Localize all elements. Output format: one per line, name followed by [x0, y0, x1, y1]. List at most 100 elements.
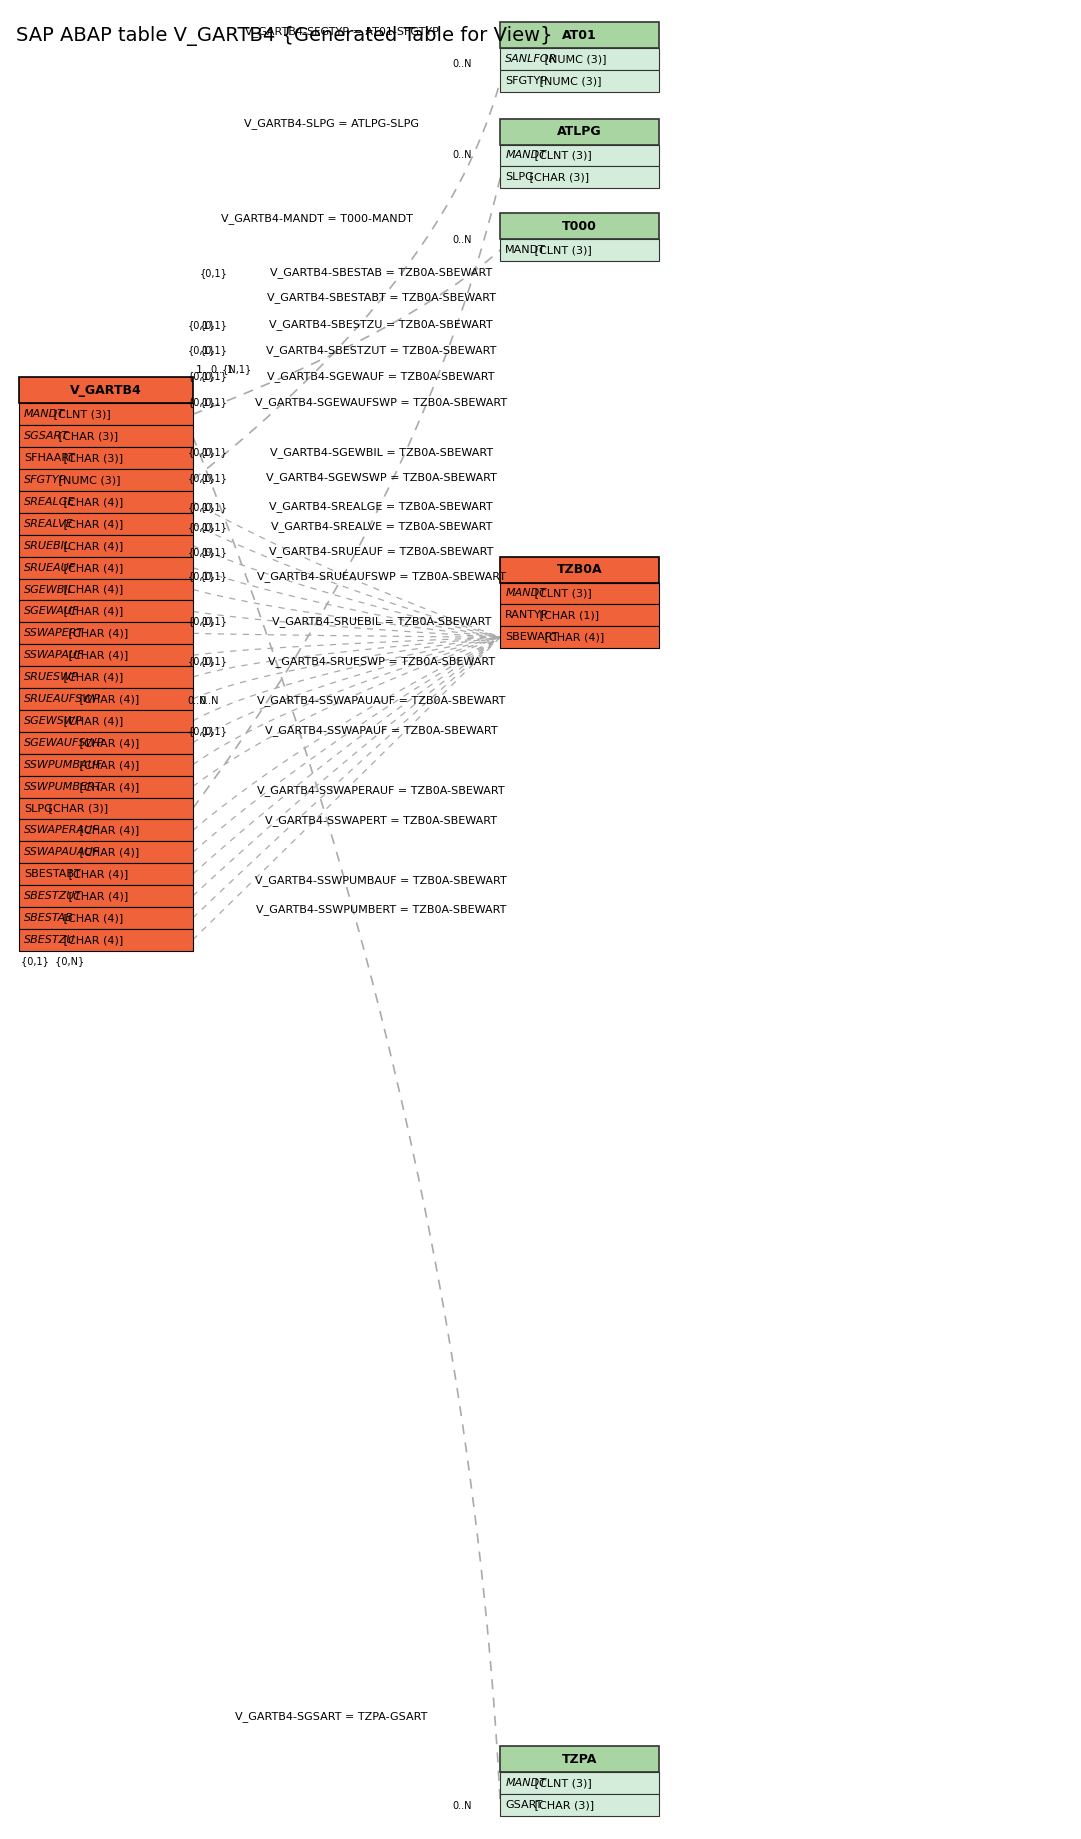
Text: [CLNT (3)]: [CLNT (3)] — [531, 1778, 591, 1788]
Bar — [19, 907, 192, 929]
Text: [CLNT (3)]: [CLNT (3)] — [50, 410, 110, 419]
Bar — [19, 513, 192, 535]
Bar — [19, 862, 192, 885]
Text: RANTYP: RANTYP — [505, 611, 549, 620]
Text: {0,1}: {0,1} — [188, 397, 215, 408]
Text: V_GARTB4-SGSART = TZPA-GSART: V_GARTB4-SGSART = TZPA-GSART — [236, 1710, 428, 1721]
Text: SBESTZUT: SBESTZUT — [24, 892, 82, 901]
Bar — [19, 710, 192, 732]
Text: SGEWBIL: SGEWBIL — [24, 585, 75, 594]
Text: MANDT: MANDT — [505, 151, 546, 160]
Text: [CHAR (4)]: [CHAR (4)] — [65, 651, 129, 660]
Text: {0,1}: {0,1} — [188, 320, 215, 329]
Text: SGEWAUF: SGEWAUF — [24, 607, 79, 616]
Text: SRUEBIL: SRUEBIL — [24, 541, 71, 550]
Text: SRUEAUF: SRUEAUF — [24, 563, 76, 572]
Text: SFGTYP: SFGTYP — [505, 75, 547, 86]
Text: SBESTAB: SBESTAB — [24, 912, 74, 923]
Text: V_GARTB4-SRUEAUFSWP = TZB0A-SBEWART: V_GARTB4-SRUEAUFSWP = TZB0A-SBEWART — [256, 572, 506, 581]
Text: SBESTABT: SBESTABT — [24, 870, 81, 879]
Text: 0..N: 0..N — [453, 151, 472, 160]
Bar — [501, 48, 659, 70]
Text: [CHAR (4)]: [CHAR (4)] — [76, 760, 138, 771]
Text: {0,1}: {0,1} — [188, 616, 215, 627]
Text: MANDT: MANDT — [505, 588, 546, 598]
Text: {0,1}: {0,1} — [200, 572, 227, 581]
Bar — [19, 491, 192, 513]
Bar — [501, 605, 659, 627]
Text: 1: 1 — [196, 364, 202, 375]
Text: SSWAPERAUF: SSWAPERAUF — [24, 826, 99, 835]
Text: 0..N: 0..N — [453, 1800, 472, 1811]
Text: [CHAR (4)]: [CHAR (4)] — [542, 633, 604, 642]
Text: V_GARTB4-SREALVE = TZB0A-SBEWART: V_GARTB4-SREALVE = TZB0A-SBEWART — [270, 520, 492, 531]
Text: [CHAR (4)]: [CHAR (4)] — [76, 848, 138, 857]
Text: 0..N: 0..N — [200, 695, 219, 706]
Bar — [19, 535, 192, 557]
Text: 1: 1 — [227, 364, 233, 375]
Text: {0,1}: {0,1} — [188, 473, 215, 484]
Text: 0..N: 0..N — [453, 235, 472, 245]
Text: 0..N: 0..N — [188, 695, 208, 706]
Text: {0,1}: {0,1} — [188, 447, 215, 458]
Text: [CHAR (4)]: [CHAR (4)] — [76, 826, 138, 835]
Text: [CHAR (4)]: [CHAR (4)] — [76, 737, 138, 748]
Text: {0,1}: {0,1} — [188, 657, 215, 666]
Bar — [501, 239, 659, 261]
Text: SREALGE: SREALGE — [24, 497, 76, 508]
Text: SAP ABAP table V_GARTB4 {Generated Table for View}: SAP ABAP table V_GARTB4 {Generated Table… — [16, 26, 552, 46]
Text: V_GARTB4-SSWAPERAUF = TZB0A-SBEWART: V_GARTB4-SSWAPERAUF = TZB0A-SBEWART — [257, 785, 505, 796]
Text: [CHAR (4)]: [CHAR (4)] — [65, 870, 129, 879]
Text: [CHAR (4)]: [CHAR (4)] — [76, 693, 138, 704]
Text: SFGTYP: SFGTYP — [24, 474, 66, 485]
Text: V_GARTB4-SBESTZUT = TZB0A-SBEWART: V_GARTB4-SBESTZUT = TZB0A-SBEWART — [266, 346, 496, 357]
Text: {0,1}: {0,1} — [188, 371, 215, 381]
Text: SREALVE: SREALVE — [24, 519, 74, 530]
Text: [CHAR (4)]: [CHAR (4)] — [61, 585, 123, 594]
Text: [CHAR (4)]: [CHAR (4)] — [61, 671, 123, 682]
Text: {0,1}: {0,1} — [200, 346, 227, 355]
Text: V_GARTB4-SBESTABT = TZB0A-SBEWART: V_GARTB4-SBESTABT = TZB0A-SBEWART — [267, 292, 496, 303]
Text: V_GARTB4-SBESTAB = TZB0A-SBEWART: V_GARTB4-SBESTAB = TZB0A-SBEWART — [270, 267, 492, 278]
Text: MANDT: MANDT — [505, 245, 546, 256]
Text: {0,1}: {0,1} — [200, 447, 227, 458]
Text: V_GARTB4-SFGTYP = AT01-SFGTYP: V_GARTB4-SFGTYP = AT01-SFGTYP — [244, 26, 439, 37]
Bar — [501, 1747, 659, 1773]
Text: V_GARTB4-SSWPUMBAUF = TZB0A-SBEWART: V_GARTB4-SSWPUMBAUF = TZB0A-SBEWART — [255, 875, 507, 886]
Text: SGEWSWP: SGEWSWP — [24, 715, 82, 726]
Text: [CHAR (3)]: [CHAR (3)] — [61, 452, 123, 463]
Text: 0..{N,1}: 0..{N,1} — [211, 364, 252, 375]
Text: [CHAR (4)]: [CHAR (4)] — [61, 497, 123, 508]
Bar — [501, 627, 659, 647]
Text: SANLFOR: SANLFOR — [505, 53, 558, 64]
Text: V_GARTB4-SRUEAUF = TZB0A-SBEWART: V_GARTB4-SRUEAUF = TZB0A-SBEWART — [269, 546, 493, 557]
Text: {0,1}: {0,1} — [188, 502, 215, 511]
Text: AT01: AT01 — [562, 29, 597, 42]
Text: {0,1}: {0,1} — [188, 522, 215, 531]
Bar — [19, 929, 192, 951]
Text: {0,1}: {0,1} — [188, 572, 215, 581]
Bar — [19, 842, 192, 862]
Text: [CLNT (3)]: [CLNT (3)] — [531, 245, 591, 256]
Bar — [501, 557, 659, 583]
Bar — [19, 688, 192, 710]
Text: V_GARTB4-SGEWSWP = TZB0A-SBEWART: V_GARTB4-SGEWSWP = TZB0A-SBEWART — [266, 473, 496, 484]
Text: V_GARTB4-SGEWAUF = TZB0A-SBEWART: V_GARTB4-SGEWAUF = TZB0A-SBEWART — [267, 371, 495, 383]
Text: [CLNT (3)]: [CLNT (3)] — [531, 151, 591, 160]
Text: {0,1}: {0,1} — [200, 320, 227, 329]
Text: V_GARTB4: V_GARTB4 — [70, 384, 142, 397]
Bar — [501, 70, 659, 92]
Text: V_GARTB4-SREALGE = TZB0A-SBEWART: V_GARTB4-SREALGE = TZB0A-SBEWART — [269, 502, 493, 513]
Bar — [501, 145, 659, 166]
Text: TZPA: TZPA — [562, 1753, 598, 1765]
Text: {0,1}: {0,1} — [188, 546, 215, 557]
Text: SLPG: SLPG — [505, 173, 534, 182]
Text: [CHAR (3)]: [CHAR (3)] — [531, 1800, 595, 1810]
Text: V_GARTB4-SLPG = ATLPG-SLPG: V_GARTB4-SLPG = ATLPG-SLPG — [244, 118, 419, 129]
Bar — [19, 885, 192, 907]
Text: {0,1}: {0,1} — [200, 616, 227, 627]
Text: SFHAART: SFHAART — [24, 452, 76, 463]
Text: SSWPUMBAUF: SSWPUMBAUF — [24, 760, 103, 771]
Text: [CHAR (3)]: [CHAR (3)] — [44, 804, 108, 813]
Text: SSWPUMBERT: SSWPUMBERT — [24, 782, 103, 791]
